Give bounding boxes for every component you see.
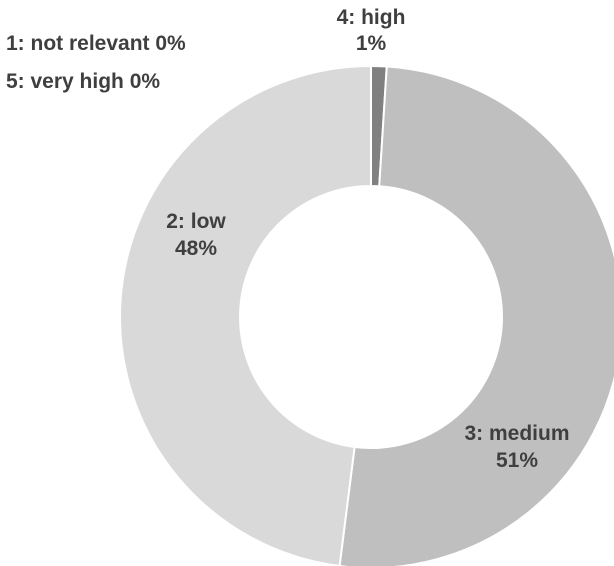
slice-medium — [338, 65, 614, 566]
label-medium-name: 3: medium — [464, 422, 569, 445]
label-high-name: 4: high — [337, 6, 406, 29]
label-low-name: 2: low — [166, 210, 226, 233]
donut-slices — [119, 64, 614, 566]
label-not-relevant: 1: not relevant 0% — [6, 32, 186, 55]
label-low-pct: 48% — [175, 237, 217, 260]
slice-low — [119, 64, 372, 566]
label-very-high: 5: very high 0% — [6, 70, 160, 93]
label-high-pct: 1% — [356, 32, 387, 55]
label-medium-pct: 51% — [496, 449, 538, 472]
